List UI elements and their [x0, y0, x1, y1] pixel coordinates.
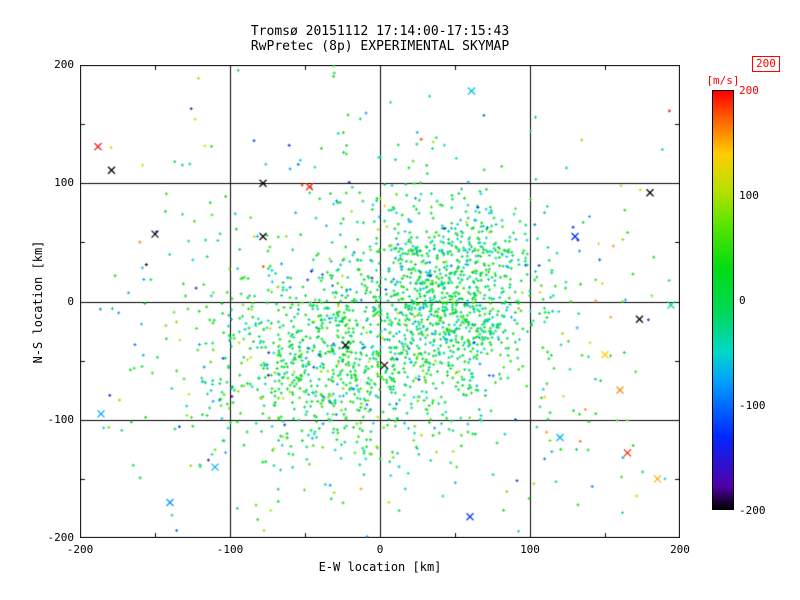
colorbar-gradient — [712, 90, 734, 510]
colorbar-max-badge: 200 — [752, 56, 780, 72]
y-tick-label: 100 — [54, 176, 74, 190]
x-tick-label: 200 — [670, 543, 690, 556]
plot-subtitle: RwPretec (8p) EXPERIMENTAL SKYMAP — [250, 39, 510, 54]
y-tick-label: -100 — [47, 412, 75, 426]
colorbar-tick-label: 0 — [739, 294, 746, 307]
y-axis-label: N-S location [km] — [31, 240, 45, 364]
x-tick-label: 0 — [376, 543, 384, 556]
x-axis-label: E-W location [km] — [318, 560, 442, 574]
colorbar-tick-label: 200 — [739, 84, 759, 97]
colorbar-tick-label: -100 — [739, 399, 766, 412]
x-tick-label: -100 — [216, 543, 244, 556]
skymap-scatter-canvas — [80, 65, 680, 538]
y-tick-label: -200 — [47, 531, 75, 544]
colorbar-units-label: [m/s] — [706, 74, 740, 87]
colorbar-tick-label: 100 — [739, 189, 759, 202]
y-tick-label: 200 — [54, 58, 74, 71]
colorbar-tick-label: -200 — [739, 504, 766, 517]
x-tick-label: 100 — [520, 543, 540, 556]
y-tick-label: 0 — [67, 294, 74, 308]
plot-title: Tromsø 20151112 17:14:00-17:15:43 — [250, 24, 510, 39]
x-tick-label: -200 — [66, 543, 94, 556]
